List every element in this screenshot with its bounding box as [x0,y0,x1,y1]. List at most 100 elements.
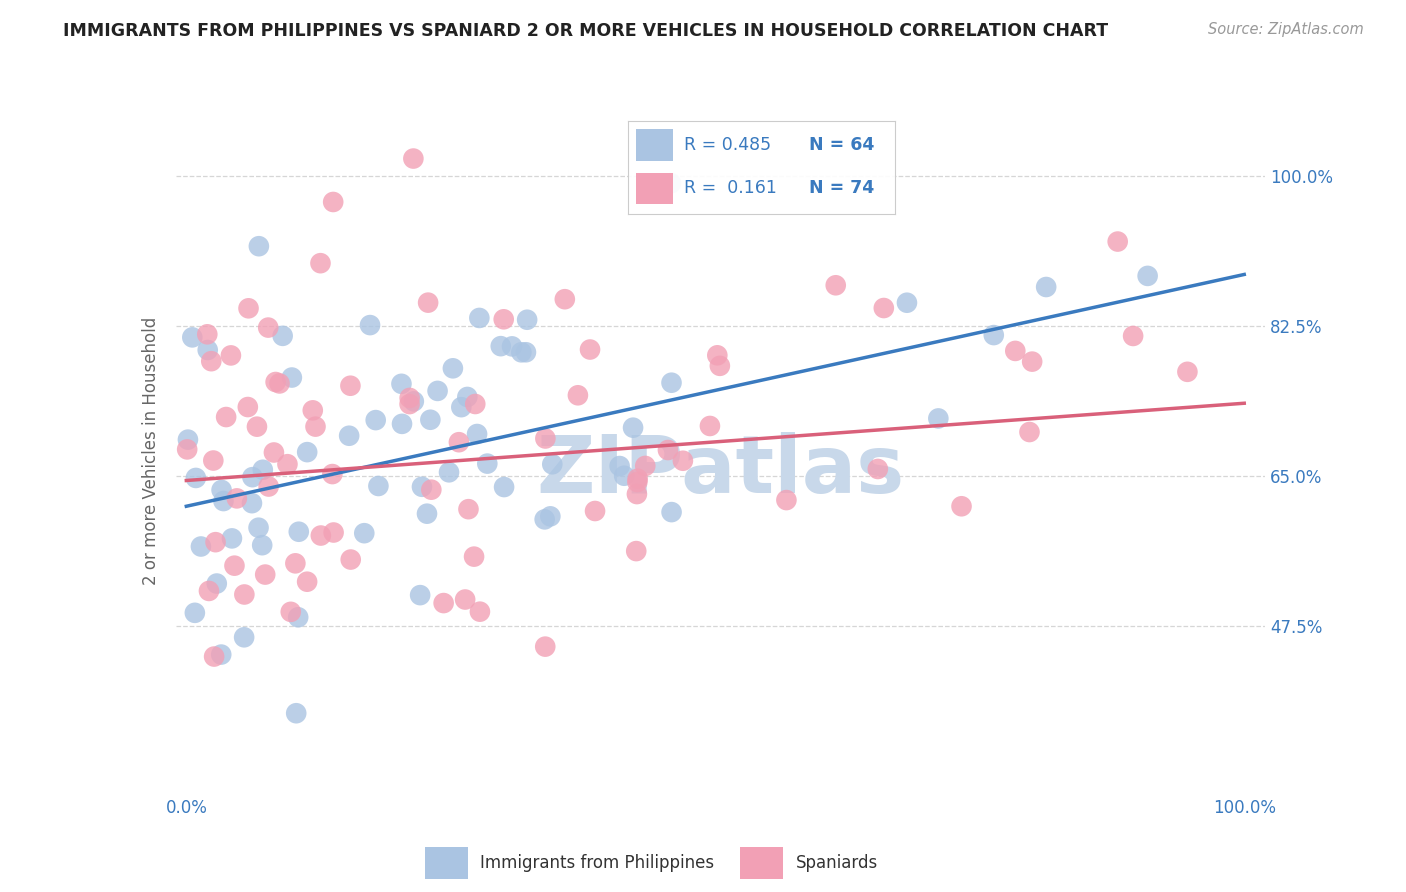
Point [181,330,204,344]
Point [626,487,648,501]
Text: IMMIGRANTS FROM PHILIPPINES VS SPANIARD 2 OR MORE VEHICLES IN HOUSEHOLD CORRELAT: IMMIGRANTS FROM PHILIPPINES VS SPANIARD … [63,22,1108,40]
Point [824,278,846,293]
Point [211,483,233,497]
Point [195,327,218,342]
Point [709,359,731,373]
Point [659,176,682,190]
Point [322,194,344,209]
Point [212,494,235,508]
Point [426,384,449,398]
Point [1122,329,1144,343]
Point [463,549,485,564]
Point [264,375,287,389]
Point [896,295,918,310]
Point [285,706,308,721]
Point [398,391,420,405]
Point [409,588,432,602]
Text: N = 64: N = 64 [810,136,875,154]
Point [626,544,648,558]
Y-axis label: 2 or more Vehicles in Household: 2 or more Vehicles in Household [142,317,160,584]
Point [252,463,274,477]
Point [468,310,491,325]
Point [534,640,557,654]
Point [661,505,683,519]
Bar [425,847,468,879]
Point [295,574,318,589]
Point [391,417,413,431]
Point [416,507,439,521]
Point [866,462,889,476]
Point [621,420,644,434]
Point [477,457,499,471]
Point [304,419,326,434]
Point [464,397,486,411]
Point [238,301,260,316]
Point [554,292,576,306]
Point [541,457,564,471]
Point [364,413,387,427]
Point [177,433,200,447]
Point [301,403,323,417]
Point [873,301,896,315]
Text: R =  0.161: R = 0.161 [683,179,778,197]
Point [661,376,683,390]
Point [209,648,232,662]
Point [367,479,389,493]
Point [202,453,225,467]
Point [433,596,456,610]
Point [454,592,477,607]
Point [627,472,650,486]
Point [927,411,949,425]
Point [233,587,256,601]
Point [233,630,256,644]
Point [225,491,247,506]
Point [198,583,221,598]
Point [247,521,270,535]
Point [398,397,420,411]
Point [1107,235,1129,249]
Point [254,567,277,582]
Point [322,525,344,540]
Point [634,458,657,473]
Point [533,512,555,526]
Point [411,480,433,494]
Point [197,343,219,357]
Point [240,496,263,510]
Point [492,312,515,326]
Point [613,468,636,483]
Point [276,457,298,471]
Point [391,376,413,391]
Point [269,376,291,391]
Bar [636,173,673,204]
Point [1136,268,1159,283]
Point [672,454,695,468]
Point [489,339,512,353]
Point [353,526,375,541]
Point [339,378,361,392]
Point [321,467,343,481]
Point [215,410,238,425]
Point [402,152,425,166]
Point [538,509,561,524]
Point [263,445,285,459]
Point [202,649,225,664]
Point [295,445,318,459]
Point [657,443,679,458]
Point [200,354,222,368]
Point [626,475,648,489]
Point [441,361,464,376]
Point [359,318,381,332]
Point [437,465,460,479]
Point [205,576,228,591]
Point [236,400,259,414]
Point [281,370,304,384]
Point [190,540,212,554]
Point [1177,365,1199,379]
Point [516,312,538,326]
Point [450,400,472,414]
Point [221,532,243,546]
Point [420,483,443,497]
Point [457,502,479,516]
Point [339,552,361,566]
Text: ZIPatlas: ZIPatlas [537,432,904,510]
